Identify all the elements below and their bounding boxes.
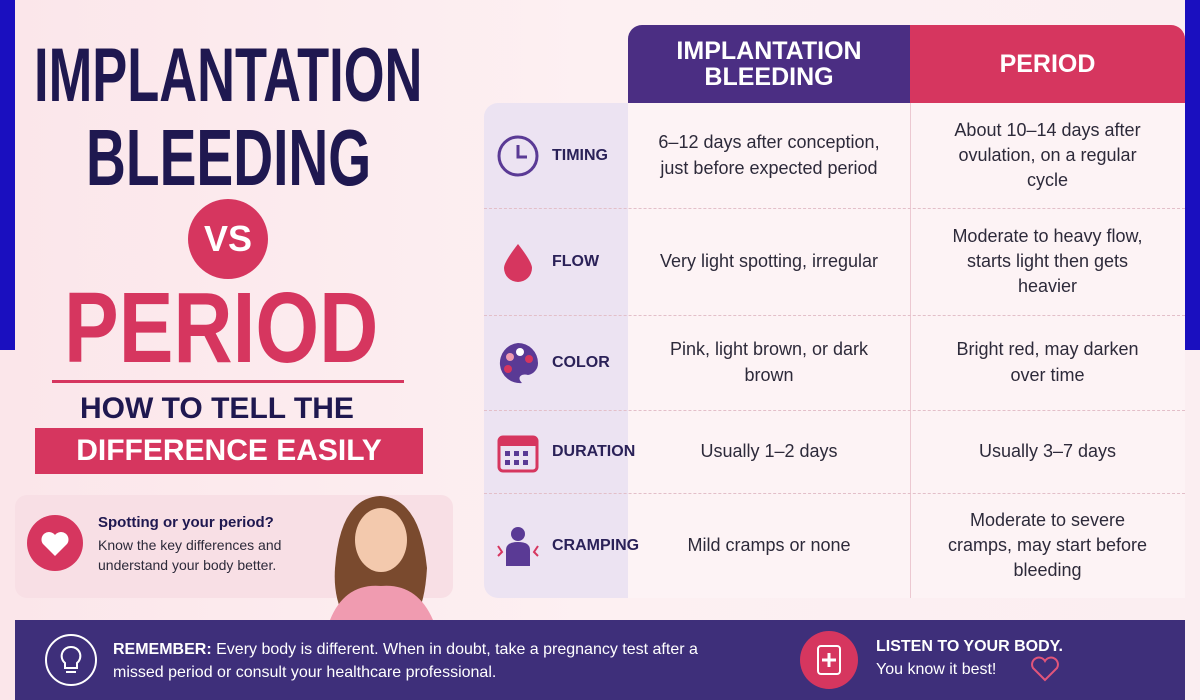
- clipboard-icon: [800, 631, 858, 689]
- edge-bar: [1185, 0, 1200, 350]
- remember: REMEMBER: Every body is different. When …: [113, 638, 713, 684]
- cell: Bright red, may darken over time: [956, 339, 1139, 385]
- row-divider: [484, 410, 1185, 411]
- cell: Pink, light brown, or dark brown: [669, 339, 869, 385]
- vs-badge: VS: [188, 199, 268, 279]
- cell: 6–12 days after conception, just before …: [658, 132, 880, 178]
- row-label: CRAMPING: [484, 493, 639, 598]
- row-label-text: CRAMPING: [552, 536, 640, 554]
- row-label: FLOW: [484, 208, 628, 315]
- row-label: COLOR: [484, 315, 628, 410]
- cell: About 10–14 days after ovulation, on a r…: [954, 119, 1141, 191]
- row-label-text: COLOR: [552, 353, 610, 371]
- cell: Very light spotting, irregular: [659, 250, 879, 271]
- table-body: [628, 103, 1185, 598]
- cell: Moderate to heavy flow, starts light the…: [952, 225, 1143, 297]
- drop-icon: [504, 243, 532, 282]
- listen-title: LISTEN TO YOUR BODY.: [876, 638, 1063, 655]
- woman-illustration: [330, 496, 433, 620]
- listen-text: You know it best!: [876, 661, 997, 678]
- row-divider: [484, 493, 1185, 494]
- cell: Usually 3–7 days: [978, 440, 1117, 461]
- column-header: IMPLANTATION BLEEDING: [628, 25, 910, 103]
- row-label: TIMING: [484, 103, 628, 208]
- row-label-text: FLOW: [552, 252, 600, 270]
- remember-label: REMEMBER:: [113, 641, 212, 658]
- edge-bar: [0, 0, 15, 350]
- row-label-text: TIMING: [552, 146, 608, 164]
- bulb-icon: [45, 634, 97, 686]
- row-divider: [484, 315, 1185, 316]
- row-label-text: DURATION: [552, 442, 636, 460]
- divider: [52, 380, 404, 383]
- calendar-icon: [497, 435, 539, 472]
- cramp-icon: [497, 526, 539, 566]
- heart-icon: [27, 515, 83, 571]
- callout-text: Know the key differences and understand …: [98, 537, 282, 574]
- column-header: PERIOD: [910, 25, 1185, 103]
- row-divider: [484, 208, 1185, 209]
- subtitle: DIFFERENCE EASILY: [35, 428, 423, 474]
- col-divider: [910, 103, 911, 598]
- cell: Moderate to severe cramps, may start bef…: [947, 509, 1148, 581]
- footer: [15, 620, 1185, 700]
- cell: Usually 1–2 days: [700, 440, 838, 461]
- remember-text: Every body is different. When in doubt, …: [113, 641, 698, 682]
- cell: Mild cramps or none: [687, 534, 851, 555]
- palette-icon: [499, 342, 539, 383]
- clock-icon: [497, 135, 539, 176]
- row-label: DURATION: [484, 410, 635, 493]
- title: IMPLANTATION: [34, 33, 423, 118]
- subtitle: HOW TO TELL THE: [80, 392, 354, 425]
- title: PERIOD: [64, 272, 379, 384]
- heart-outline: [1031, 656, 1059, 682]
- title: BLEEDING: [86, 113, 372, 202]
- callout-title: Spotting or your period?: [98, 514, 274, 531]
